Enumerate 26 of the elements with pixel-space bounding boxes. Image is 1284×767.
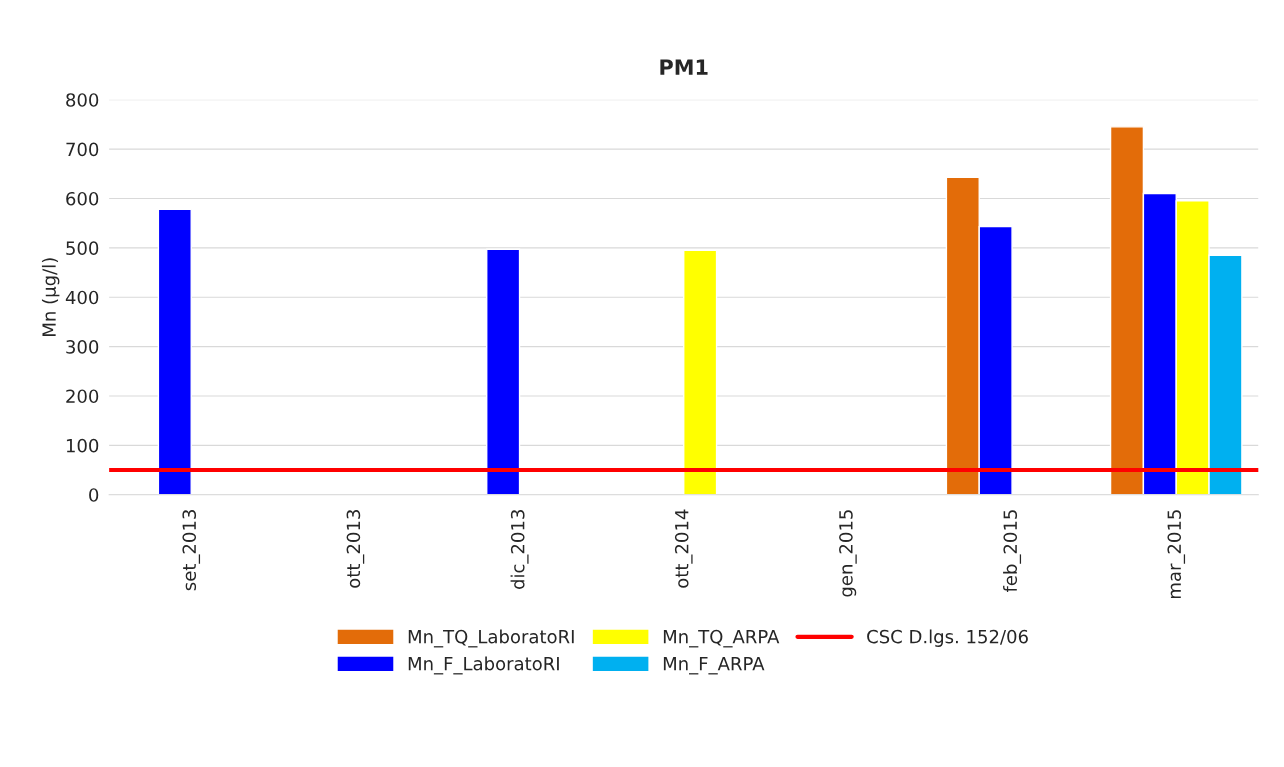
y-tick-label: 100 — [66, 438, 99, 453]
y-tick-label: 700 — [66, 142, 99, 157]
y-axis-title: Mn (µg/l) — [41, 258, 60, 336]
x-tick-label: dic_2013 — [510, 510, 529, 589]
y-tick-label: 800 — [66, 93, 99, 107]
x-tick-label: gen_2015 — [839, 510, 857, 597]
legend-label: Mn_F_LaboratoRI — [408, 656, 559, 675]
x-tick-label: ott_2013 — [346, 510, 365, 588]
y-tick-label: 200 — [66, 389, 99, 404]
legend-label: CSC D.lgs. 152/06 — [867, 629, 1028, 647]
bar — [486, 248, 521, 495]
x-tick-label: feb_2015 — [1003, 510, 1022, 593]
legend-label: Mn_TQ_LaboratoRI — [408, 629, 574, 648]
y-tick-label: 300 — [66, 340, 99, 354]
x-tick-label: ott_2014 — [674, 509, 693, 588]
legend-label: Mn_F_ARPA — [663, 657, 765, 675]
bar — [683, 249, 718, 495]
y-tick-label: 500 — [66, 241, 99, 255]
legend-label: Mn_TQ_ARPA — [663, 629, 780, 648]
y-tick-label: 0 — [89, 488, 99, 502]
x-tick-label: set_2013 — [182, 510, 201, 591]
y-tick-label: 600 — [66, 191, 99, 206]
x-tick-label: mar_2015 — [1167, 510, 1186, 599]
bar — [157, 208, 192, 495]
chart-title: PM1 — [660, 59, 708, 75]
y-tick-label: 400 — [65, 290, 99, 305]
